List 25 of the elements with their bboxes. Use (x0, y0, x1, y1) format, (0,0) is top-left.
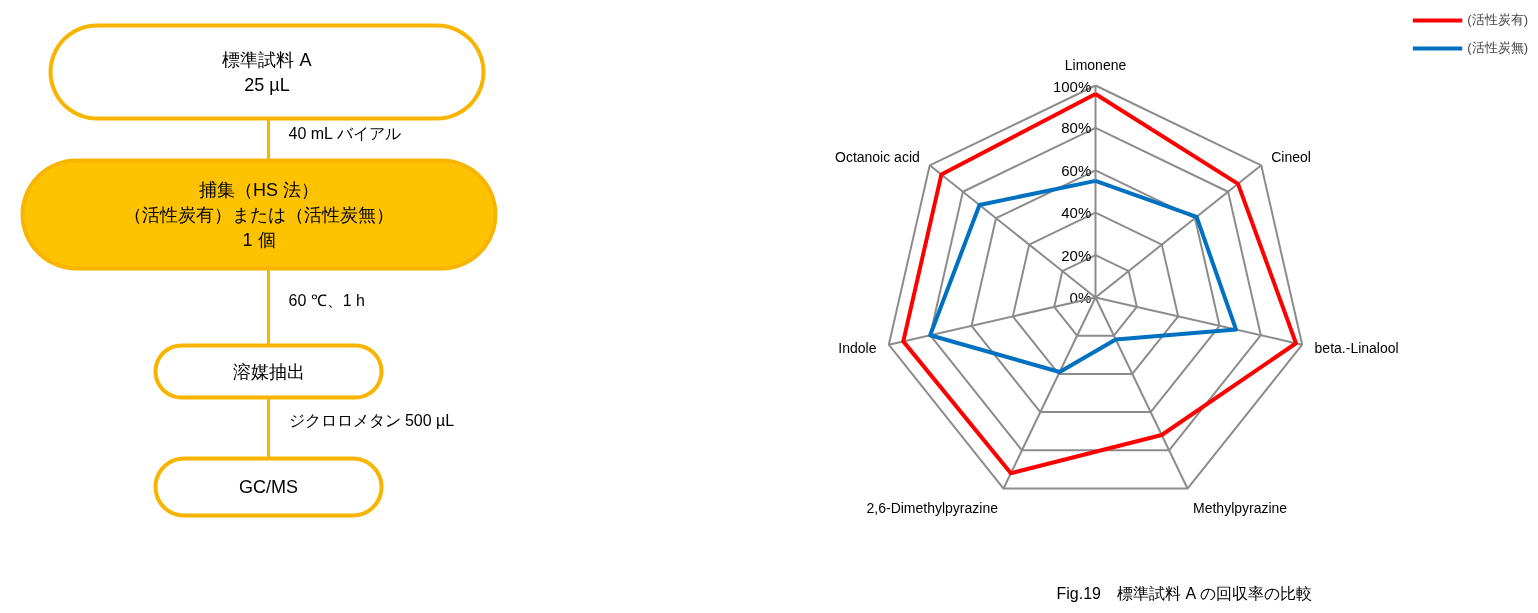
legend-label: (活性炭有) (1467, 11, 1528, 29)
spoke-label: beta.-Linalool (1314, 339, 1399, 356)
spoke-label: Limonene (1064, 56, 1127, 73)
text: 溶媒抽出 (232, 361, 305, 382)
text: 1 個 (242, 229, 276, 250)
spoke-label: Octanoic acid (834, 149, 920, 166)
text: 標準試料 A (222, 49, 312, 70)
text: 60 ℃、1 h (288, 292, 365, 309)
text: 捕集（HS 法） (199, 179, 320, 200)
y-tick-label: 20% (1061, 246, 1092, 264)
spoke-label: Indole (838, 339, 877, 356)
spoke-label: Methylpyrazine (1193, 499, 1288, 516)
text: ジクロロメタン 500 µL (288, 412, 455, 429)
caption: Fig.19 標準試料 A の回収率の比較 (1056, 585, 1312, 602)
text: 40 mL バイアル (288, 125, 401, 142)
spoke-label: 2,6-Dimethylpyrazine (866, 499, 999, 516)
text: （活性炭有）または（活性炭無） (124, 204, 394, 225)
text: GC/MS (239, 477, 299, 497)
y-tick-label: 100% (1052, 77, 1092, 95)
spoke-label: Cineol (1271, 149, 1311, 166)
y-tick-label: 80% (1061, 119, 1092, 137)
y-tick-label: 60% (1061, 161, 1092, 179)
y-tick-label: 40% (1061, 204, 1092, 222)
text: 25 µL (244, 74, 290, 95)
legend-label: (活性炭無) (1467, 39, 1528, 57)
